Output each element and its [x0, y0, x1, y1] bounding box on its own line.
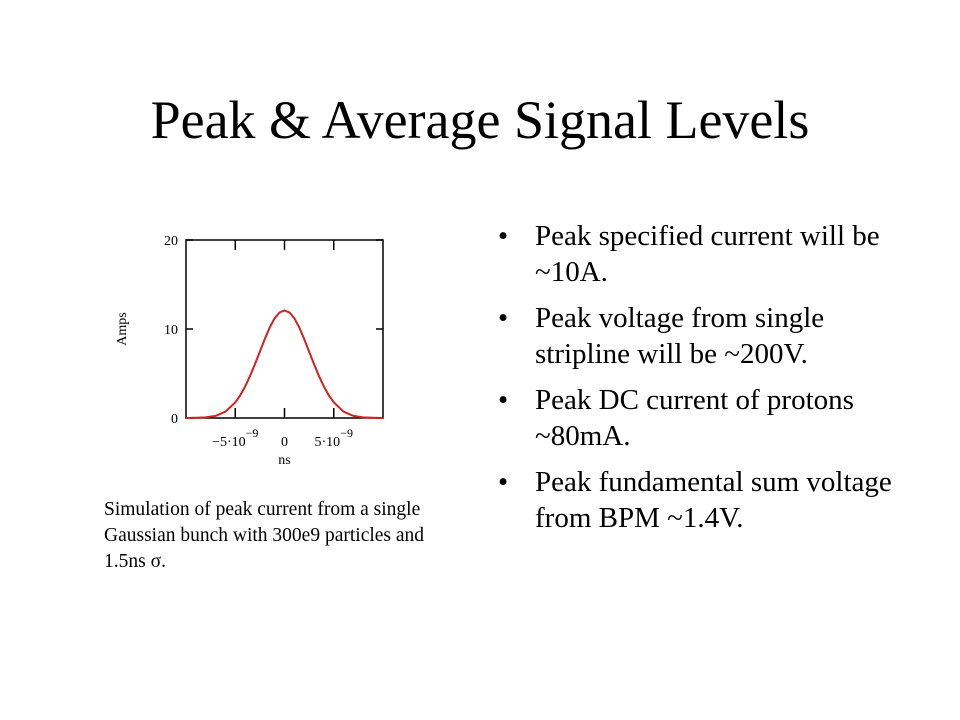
- bullet-symbol: •: [498, 466, 509, 498]
- y-tick-label: 10: [164, 323, 178, 338]
- chart-caption: Simulation of peak current from a single…: [104, 499, 425, 572]
- y-tick-label: 0: [171, 412, 178, 427]
- bullet-item: • Peak voltage from single stripline will…: [498, 300, 898, 372]
- x-tick-exponent: −9: [340, 426, 353, 440]
- bullet-item: • Peak fundamental sum voltage from BPM ~…: [498, 464, 898, 536]
- bullet-list: • Peak specified current will be ~10A. • P…: [498, 218, 898, 546]
- bullet-item: • Peak DC current of protons ~80mA.: [498, 382, 898, 454]
- plot-frame: [185, 239, 384, 419]
- y-tick-label: 20: [164, 234, 178, 249]
- y-axis-label: Amps: [115, 312, 130, 345]
- x-axis-label: ns: [278, 453, 290, 468]
- bullet-text: Peak specified current will be ~10A.: [535, 220, 880, 288]
- x-tick-label: −5·10−9: [212, 426, 258, 450]
- current-chart: 0 10 20 −5·10−9 0 5·10−9 ns Amps: [115, 234, 384, 468]
- series-line: [185, 309, 384, 419]
- bullet-text: Peak fundamental sum voltage from BPM ~1…: [535, 466, 892, 534]
- bullet-symbol: •: [498, 384, 509, 416]
- slide-title: Peak & Average Signal Levels: [150, 90, 810, 150]
- bullet-text: Peak voltage from single stripline will …: [535, 302, 825, 370]
- bullet-text: Peak DC current of protons ~80mA.: [535, 384, 854, 452]
- bullet-item: • Peak specified current will be ~10A.: [498, 218, 898, 290]
- x-tick-exponent: −9: [246, 426, 259, 440]
- x-tick-label: 5·10−9: [315, 426, 353, 450]
- x-tick-label: 0: [281, 435, 288, 450]
- bullet-symbol: •: [498, 220, 509, 252]
- plot-area: 0 10 20 −5·10−9 0 5·10−9 ns Amps: [115, 234, 384, 468]
- bullet-symbol: •: [498, 302, 509, 334]
